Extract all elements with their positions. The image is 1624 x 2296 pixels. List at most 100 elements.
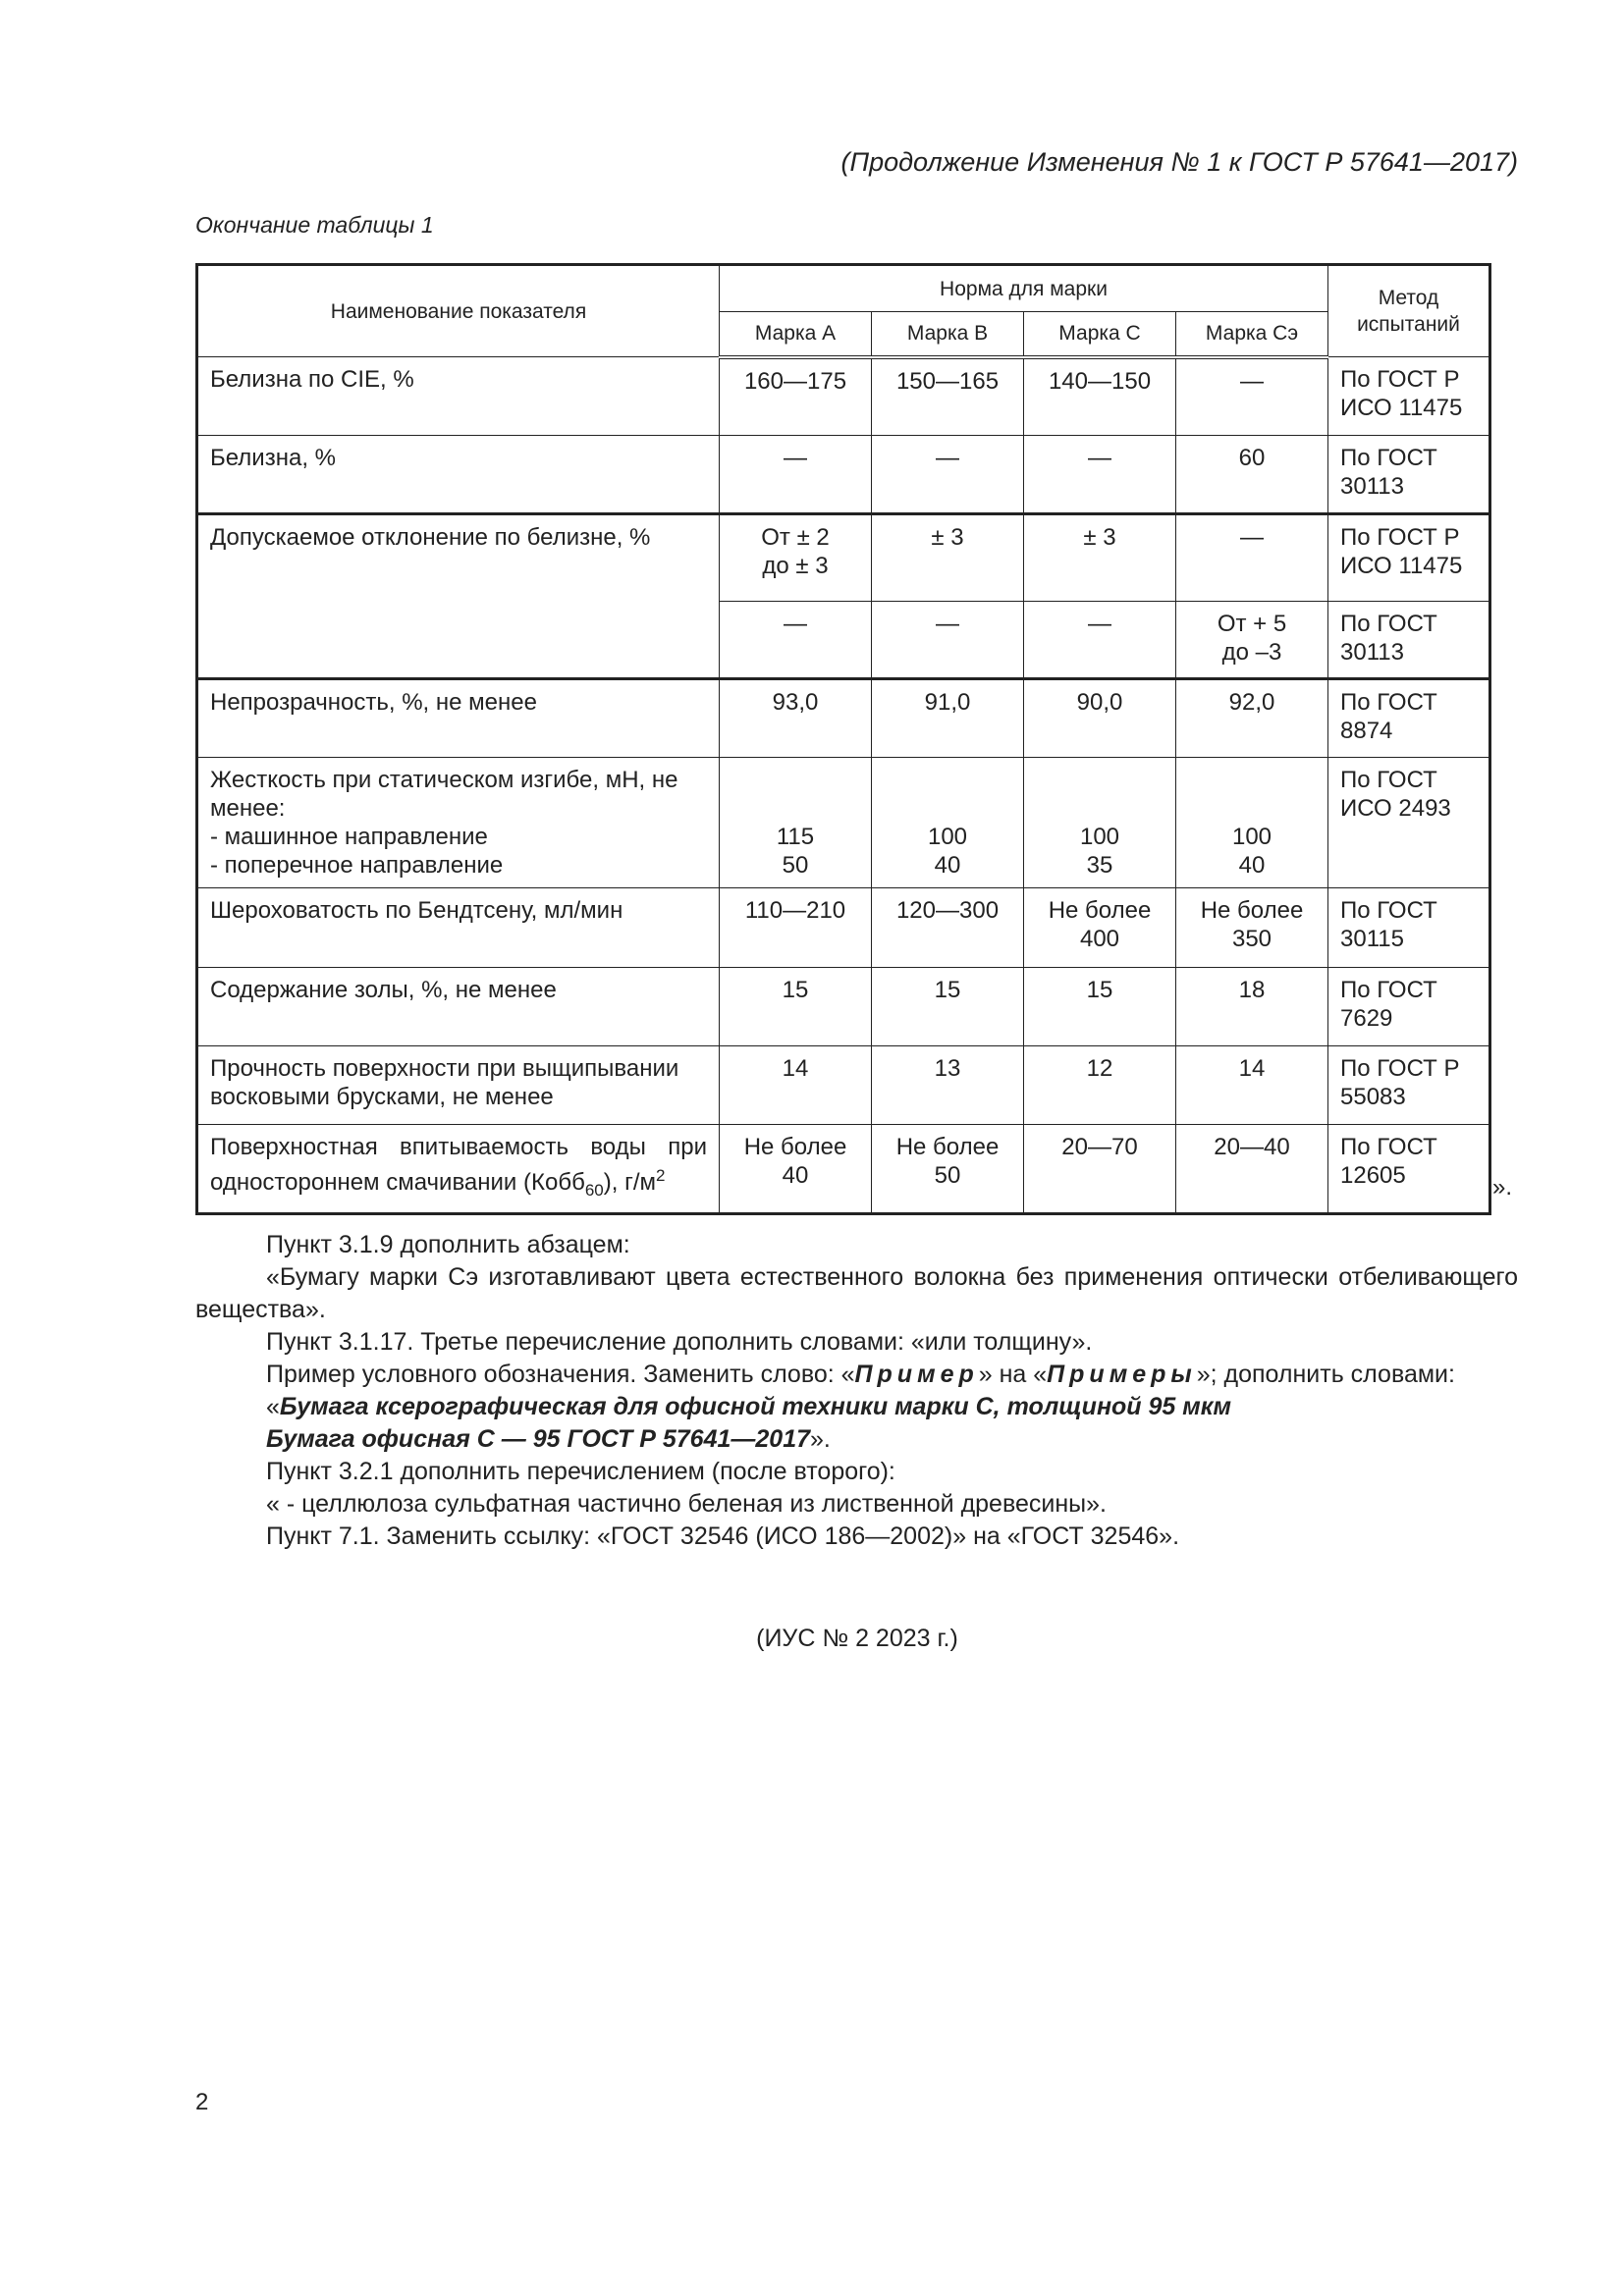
row-method: По ГОСТ 30113: [1327, 435, 1490, 514]
table-row: Белизна по CIE, % 160—175 150—165 140—15…: [196, 356, 1490, 436]
cell: 15: [871, 967, 1024, 1046]
cell: —: [719, 435, 872, 514]
cell: 160—175: [719, 356, 872, 436]
row-method: По ГОСТ 12605: [1327, 1124, 1490, 1214]
paragraph: «Бумага ксерографическая для офисной тех…: [195, 1391, 1518, 1423]
row-method: По ГОСТ ИСО 2493: [1327, 757, 1490, 888]
cell: 115 50: [719, 757, 872, 888]
table-row: Прочность поверхности при выщипывании во…: [196, 1045, 1490, 1125]
cell-cd: 50: [782, 852, 809, 879]
row-name: Белизна по CIE, %: [196, 356, 720, 436]
cell: —: [1023, 601, 1176, 679]
cell-md: 115: [776, 824, 815, 850]
row-name-text: ), г/м: [603, 1169, 656, 1196]
row-name: Поверхностная впитываемость воды при одн…: [196, 1124, 720, 1214]
table-row: Белизна, % — — — 60 По ГОСТ 30113: [196, 435, 1490, 514]
cell: —: [1023, 435, 1176, 514]
cell: 13: [871, 1045, 1024, 1125]
header-norm: Норма для марки: [719, 264, 1328, 312]
text: » на «: [978, 1361, 1048, 1388]
row-subname: - машинное направление: [210, 824, 488, 850]
cell: 20—40: [1175, 1124, 1328, 1214]
close-quote: ».: [1492, 1174, 1513, 1201]
text: »; дополнить словами:: [1196, 1361, 1455, 1388]
cell: 20—70: [1023, 1124, 1176, 1214]
header-grade-ce: Марка Сэ: [1175, 311, 1328, 359]
cell: 14: [1175, 1045, 1328, 1125]
cell: 14: [719, 1045, 872, 1125]
cell: 90,0: [1023, 677, 1176, 758]
superscript: 2: [656, 1166, 666, 1185]
cell: —: [871, 435, 1024, 514]
specs-table: Наименование показателя Норма для марки …: [195, 263, 1491, 1215]
row-name: Шероховатость по Бендтсену, мл/мин: [196, 887, 720, 968]
table-row: Допускаемое отклонение по белизне, % От …: [196, 512, 1490, 679]
row-method: По ГОСТ Р ИСО 11475: [1327, 512, 1490, 602]
paragraph: Пункт 7.1. Заменить ссылку: «ГОСТ 32546 …: [266, 1522, 1180, 1550]
table-row: Непрозрачность, %, не менее 93,0 91,0 90…: [196, 677, 1490, 758]
paragraph: Бумага офисная С — 95 ГОСТ Р 57641—2017»…: [195, 1423, 1518, 1456]
text-spaced: Пример: [854, 1361, 979, 1388]
ius-reference: (ИУС № 2 2023 г.): [756, 1625, 958, 1652]
row-name: Содержание золы, %, не менее: [196, 967, 720, 1046]
row-name-text: Поверхностная впитываемость воды при одн…: [210, 1134, 707, 1196]
paragraph: «Бумагу марки Сэ изготавливают цвета ест…: [195, 1263, 1518, 1323]
cell: 140—150: [1023, 356, 1176, 436]
cell: 150—165: [871, 356, 1024, 436]
row-method: По ГОСТ 8874: [1327, 677, 1490, 758]
cell-cd: 40: [934, 852, 961, 879]
cell: ± 3: [871, 512, 1024, 602]
cell: Не более 350: [1175, 887, 1328, 968]
row-method: По ГОСТ 30115: [1327, 887, 1490, 968]
text-spaced: Примеры: [1047, 1361, 1197, 1388]
row-name: Прочность поверхности при выщипывании во…: [196, 1045, 720, 1125]
text: Пример условного обозначения. Заменить с…: [266, 1361, 855, 1388]
row-name: Жесткость при статическом изгибе, мН, не…: [196, 757, 720, 888]
row-name: Непрозрачность, %, не менее: [196, 677, 720, 758]
cell: Не более 40: [719, 1124, 872, 1214]
paragraph: Пункт 3.1.9 дополнить абзацем:: [266, 1231, 630, 1258]
cell: ± 3: [1023, 512, 1176, 602]
header-method: Метод испытаний: [1327, 264, 1490, 357]
row-method: По ГОСТ 30113: [1327, 601, 1490, 679]
cell: —: [719, 601, 872, 679]
table-caption: Окончание таблицы 1: [195, 212, 434, 238]
page-number: 2: [195, 2089, 209, 2115]
header-name: Наименование показателя: [196, 264, 720, 357]
table-row: Содержание золы, %, не менее 15 15 15 18…: [196, 967, 1490, 1046]
table-row: Поверхностная впитываемость воды при одн…: [196, 1124, 1490, 1214]
cell: 93,0: [719, 677, 872, 758]
header-grade-a: Марка А: [719, 311, 872, 359]
example-designation: Бумага офисная С — 95 ГОСТ Р 57641—2017: [266, 1425, 811, 1453]
table-row: Жесткость при статическом изгибе, мН, не…: [196, 757, 1490, 888]
cell: 100 35: [1023, 757, 1176, 888]
row-name: Допускаемое отклонение по белизне, %: [196, 512, 720, 679]
cell: —: [1175, 512, 1328, 602]
cell: 60: [1175, 435, 1328, 514]
row-method: По ГОСТ 7629: [1327, 967, 1490, 1046]
header-grade-b: Марка В: [871, 311, 1024, 359]
paragraph: « - целлюлоза сульфатная частично белена…: [266, 1490, 1107, 1518]
cell-cd: 40: [1238, 852, 1266, 879]
cell-md: 100: [1231, 824, 1272, 850]
cell-md: 100: [927, 824, 968, 850]
paragraph: Пункт 3.2.1 дополнить перечислением (пос…: [266, 1458, 895, 1485]
cell: 110—210: [719, 887, 872, 968]
cell: 120—300: [871, 887, 1024, 968]
cell: —: [1175, 356, 1328, 436]
table-row: Шероховатость по Бендтсену, мл/мин 110—2…: [196, 887, 1490, 968]
example-designation: Бумага ксерографическая для офисной техн…: [279, 1393, 1231, 1420]
cell: 12: [1023, 1045, 1176, 1125]
text: ».: [810, 1425, 831, 1453]
header-grade-c: Марка С: [1023, 311, 1176, 359]
subscript: 60: [584, 1180, 604, 1200]
row-method: По ГОСТ Р ИСО 11475: [1327, 356, 1490, 436]
row-name: Белизна, %: [196, 435, 720, 514]
paragraph: Пункт 3.1.17. Третье перечисление дополн…: [266, 1328, 1093, 1356]
cell-md: 100: [1079, 824, 1120, 850]
cell: 15: [719, 967, 872, 1046]
cell: Не более 50: [871, 1124, 1024, 1214]
cell: 91,0: [871, 677, 1024, 758]
row-name-text: Жесткость при статическом изгибе, мН, не…: [210, 767, 678, 822]
cell: —: [871, 601, 1024, 679]
